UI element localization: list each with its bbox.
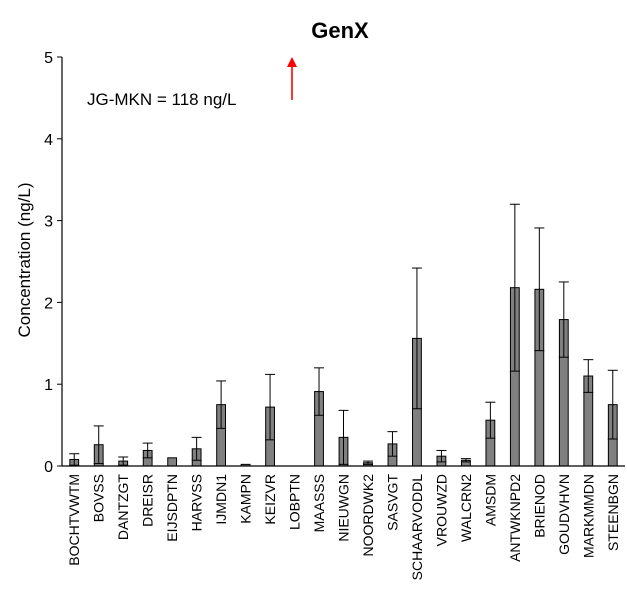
x-tick-label: WALCRN2 <box>458 474 474 542</box>
error-bars-group <box>69 203 618 466</box>
y-tick-label: 1 <box>44 377 53 394</box>
y-ticks-group: 0 1 2 3 4 5 <box>44 50 62 476</box>
y-axis-label: Concentration (ng/L) <box>15 183 34 338</box>
x-tick-label: DREISR <box>140 474 156 527</box>
x-tick-label: KEIZVR <box>262 474 278 525</box>
axes-group <box>61 57 625 467</box>
x-tick-label: BRIENOD <box>531 474 547 538</box>
x-tick-label: SCHAARVODDL <box>409 474 425 581</box>
chart-title: GenX <box>311 18 369 43</box>
x-tick-label: HARVSS <box>189 474 205 531</box>
x-tick-label: AMSDM <box>482 474 498 526</box>
x-tick-label: MAASSS <box>311 474 327 532</box>
y-tick-label: 4 <box>44 132 53 149</box>
x-tick-label: BOVSS <box>91 474 107 522</box>
x-tick-label: NOORDWK2 <box>360 474 376 557</box>
x-tick-label: LOBPTN <box>287 474 303 530</box>
x-tick-label: DANTZGT <box>115 474 131 541</box>
annotation-arrow <box>287 57 297 100</box>
x-tick-label: NIEUWGN <box>336 474 352 542</box>
y-tick-label: 2 <box>44 295 53 312</box>
x-tick-label: KAMPN <box>238 474 254 524</box>
x-tick-label: EIJSDPTN <box>164 474 180 542</box>
x-tick-label: STEENBGN <box>605 474 621 551</box>
x-tick-label: ANTWKNPD2 <box>507 474 523 562</box>
x-ticks-group: BOCHTVWTM BOVSS DANTZGT DREISR EIJSDPTN HARVS… <box>66 474 621 581</box>
annotation-arrow-head <box>287 57 297 67</box>
x-tick-label: BOCHTVWTM <box>66 474 82 566</box>
x-tick-label: MARKMMDN <box>580 474 596 558</box>
x-tick-label: GOUDVHVN <box>556 474 572 555</box>
y-tick-label: 3 <box>44 214 53 231</box>
bar <box>167 457 178 467</box>
x-tick-label: SASVGT <box>384 474 400 531</box>
y-tick-label: 5 <box>44 50 53 67</box>
x-tick-label: IJMDN1 <box>213 474 229 525</box>
annotation-text: JG-MKN = 118 ng/L <box>87 90 236 109</box>
x-tick-label: VROUWZD <box>433 474 449 546</box>
y-tick-label: 0 <box>44 459 53 476</box>
